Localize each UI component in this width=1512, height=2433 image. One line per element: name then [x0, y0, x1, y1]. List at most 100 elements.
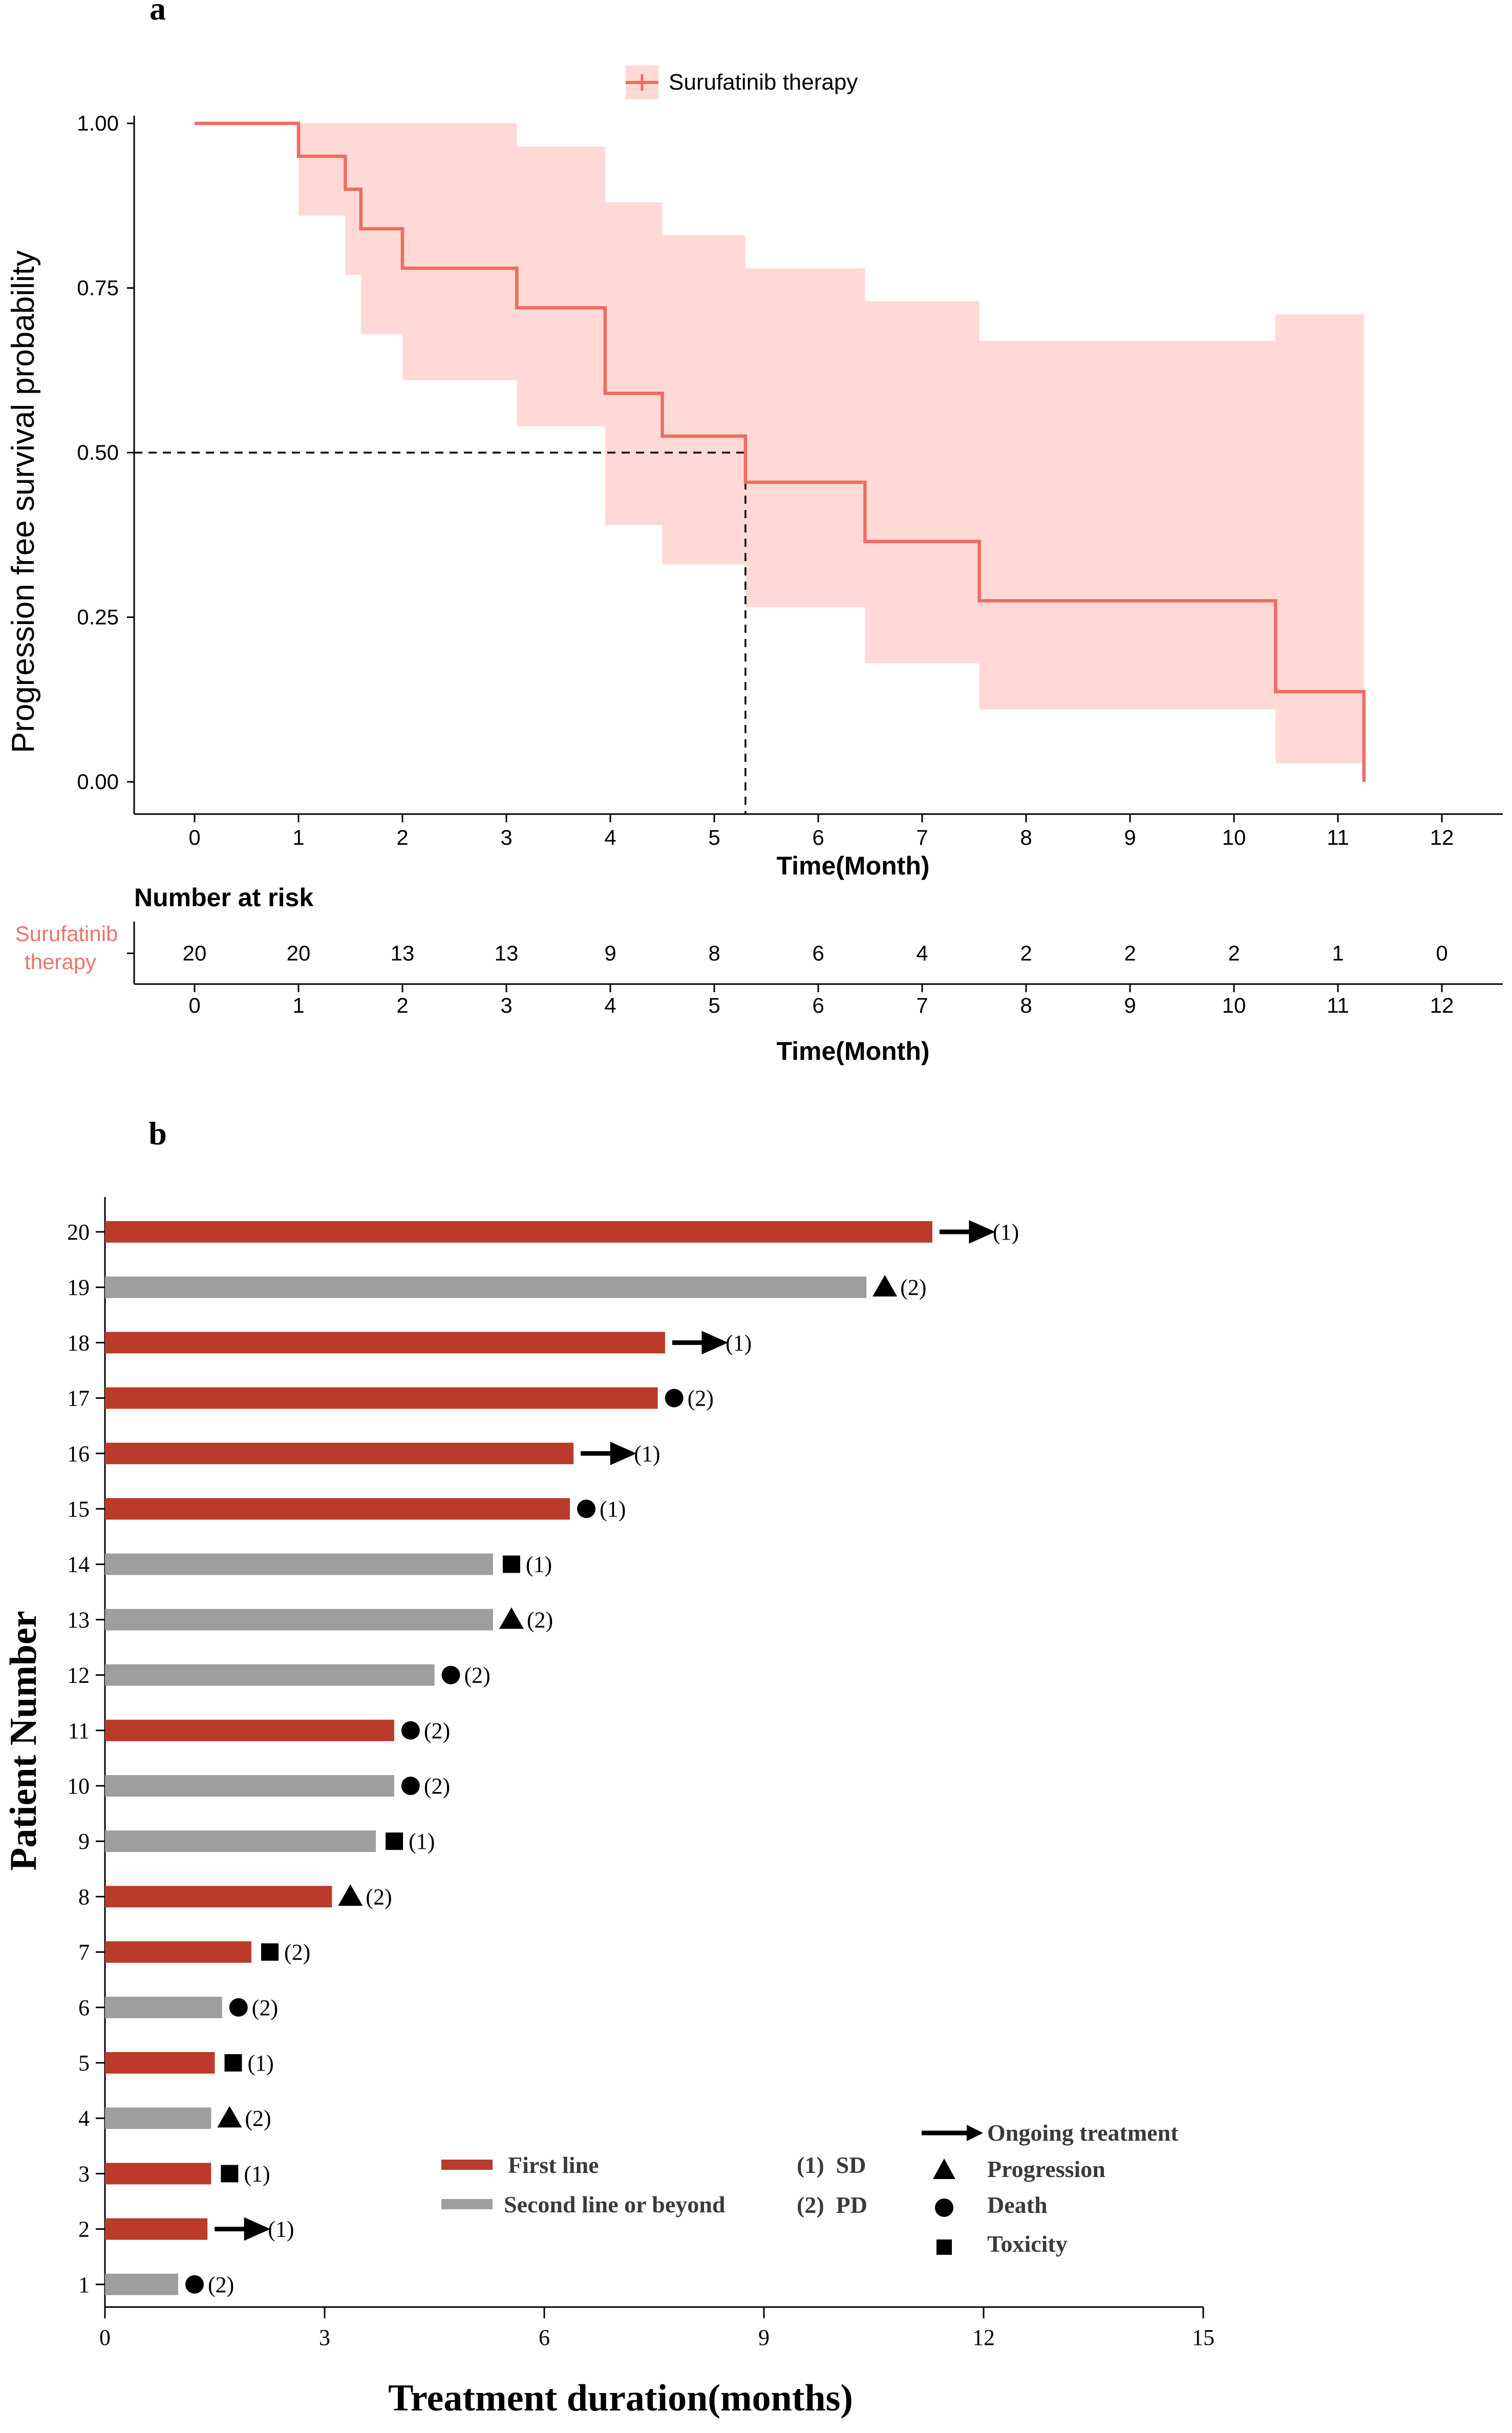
- risk-table-x-tick-labels: 0 1 2 3 4 5 6 7 8 9 10 11 12: [188, 993, 1454, 1017]
- swimmer-bar-patient-19: [105, 1276, 867, 1298]
- legend-sd-label: (1) SD: [797, 2152, 866, 2178]
- legend-death-label: Death: [987, 2192, 1048, 2218]
- swimmer-bar-patient-20: [105, 1221, 932, 1243]
- swimmer-y-tick-label: 10: [67, 1774, 90, 1799]
- legend-first-line-swatch: [441, 2160, 493, 2170]
- risk-value: 1: [1332, 941, 1344, 965]
- progression-triangle-icon: [338, 1884, 363, 1906]
- km-ci-band-step: [402, 123, 517, 380]
- swimmer-x-tick-label: 15: [1192, 2325, 1215, 2350]
- toxicity-square-icon: [386, 1832, 403, 1850]
- swimmer-x-tick-label: 12: [972, 2325, 995, 2350]
- swimmer-y-tick-label: 3: [78, 2161, 90, 2186]
- swimmer-y-tick-label: 2: [78, 2217, 90, 2242]
- progression-triangle-icon: [872, 1275, 898, 1297]
- response-label: (1): [726, 1330, 752, 1355]
- km-x-tick-label: 8: [1020, 825, 1032, 849]
- swimmer-bar-patient-11: [105, 1719, 394, 1741]
- swimmer-y-tick-label: 11: [68, 1718, 90, 1743]
- risk-table-axes: [127, 922, 1503, 992]
- swimmer-bar-patient-14: [105, 1553, 493, 1575]
- swimmer-y-tick-label: 16: [67, 1441, 90, 1466]
- risk-x-axis-label: Time(Month): [776, 1037, 929, 1065]
- risk-row-label-line1: Surufatinib: [15, 922, 118, 946]
- risk-x-tick-label: 10: [1222, 993, 1246, 1017]
- risk-table-title: Number at risk: [134, 883, 313, 912]
- risk-x-tick-label: 1: [292, 993, 304, 1017]
- legend-first-line-label: First line: [508, 2152, 599, 2178]
- risk-x-tick-label: 7: [916, 993, 928, 1017]
- risk-value: 2: [1020, 941, 1032, 965]
- km-ci-band-step: [865, 301, 979, 664]
- swimmer-bar-patient-6: [105, 1996, 222, 2018]
- response-label: (1): [409, 1829, 435, 1854]
- risk-value: 0: [1436, 941, 1447, 965]
- risk-x-tick-label: 8: [1020, 993, 1032, 1017]
- response-label: (1): [600, 1497, 626, 1522]
- death-circle-icon: [665, 1389, 684, 1407]
- km-x-tick-label: 5: [708, 825, 720, 849]
- swimmer-bar-patient-7: [105, 1941, 251, 1963]
- swimmer-bar-patient-5: [105, 2052, 215, 2074]
- swimmer-y-tick-label: 7: [78, 1940, 90, 1965]
- swimmer-y-tick-label: 13: [67, 1607, 90, 1632]
- response-label: (1): [248, 2051, 274, 2076]
- swimmer-legend: First line Second line or beyond (1) SD …: [441, 2120, 1179, 2257]
- legend-ongoing-arrow-icon: [922, 2125, 983, 2141]
- legend-ongoing-label: Ongoing treatment: [987, 2120, 1179, 2146]
- risk-x-tick-label: 12: [1430, 993, 1454, 1017]
- km-y-tick-label: 0.25: [77, 605, 119, 629]
- death-circle-icon: [441, 1666, 460, 1684]
- km-y-tick-label: 0.75: [77, 276, 119, 300]
- swimmer-bar-patient-13: [105, 1609, 493, 1631]
- swimmer-bar-patient-10: [105, 1775, 394, 1797]
- death-circle-icon: [401, 1721, 420, 1740]
- km-x-tick-label: 2: [396, 825, 408, 849]
- toxicity-square-icon: [502, 1555, 520, 1573]
- legend-progression-label: Progression: [987, 2156, 1105, 2182]
- km-ci-band-step: [979, 340, 1276, 710]
- km-y-tick-label: 1.00: [77, 111, 119, 135]
- swimmer-bar-patient-12: [105, 1664, 435, 1686]
- swimmer-y-tick-label: 5: [78, 2051, 90, 2076]
- km-confidence-band: [299, 123, 1364, 763]
- risk-value: 4: [916, 941, 928, 965]
- km-x-tick-label: 7: [916, 825, 928, 849]
- km-x-tick-label: 3: [500, 825, 512, 849]
- ongoing-arrow-icon: [581, 1441, 637, 1465]
- km-y-tick-labels: 0.00 0.25 0.50 0.75 1.00: [77, 111, 119, 794]
- km-x-tick-label: 10: [1222, 825, 1246, 849]
- swimmer-y-axis-label: Patient Number: [3, 1611, 45, 1871]
- death-circle-icon: [577, 1500, 596, 1518]
- swimmer-x-tick-label: 9: [758, 2325, 770, 2350]
- swimmer-bar-patient-3: [105, 2163, 211, 2185]
- swimmer-y-tick-label: 12: [67, 1663, 90, 1688]
- swimmer-bar-patient-4: [105, 2107, 211, 2129]
- km-x-tick-labels: 0 1 2 3 4 5 6 7 8 9 10 11 12: [188, 825, 1454, 849]
- response-label: (2): [688, 1386, 714, 1411]
- risk-value: 2: [1228, 941, 1240, 965]
- risk-value: 20: [183, 941, 207, 965]
- km-survival-step-line: [195, 121, 1366, 782]
- response-label: (1): [526, 1552, 552, 1577]
- legend-pd-label: (2) PD: [797, 2192, 867, 2218]
- toxicity-square-icon: [224, 2054, 242, 2072]
- response-label: (2): [424, 1774, 450, 1799]
- swimmer-y-tick-label: 6: [78, 1995, 90, 2020]
- swimmer-bar-patient-1: [105, 2273, 178, 2295]
- death-circle-icon: [229, 1998, 248, 2017]
- risk-value: 6: [812, 941, 824, 965]
- risk-x-tick-label: 9: [1124, 993, 1136, 1017]
- legend-progression-triangle-icon: [933, 2159, 955, 2179]
- km-x-tick-label: 12: [1430, 825, 1454, 849]
- panel-a-legend: Surufatinib therapy: [626, 66, 858, 99]
- death-circle-icon: [185, 2275, 204, 2294]
- km-ci-band-step: [605, 202, 663, 525]
- risk-value: 8: [708, 941, 720, 965]
- response-label: (2): [424, 1718, 450, 1743]
- km-survival-curve: [195, 121, 1366, 782]
- response-label: (2): [900, 1275, 926, 1300]
- panel-b-label: b: [148, 1115, 167, 1151]
- risk-x-tick-label: 2: [396, 993, 408, 1017]
- risk-value: 2: [1124, 941, 1136, 965]
